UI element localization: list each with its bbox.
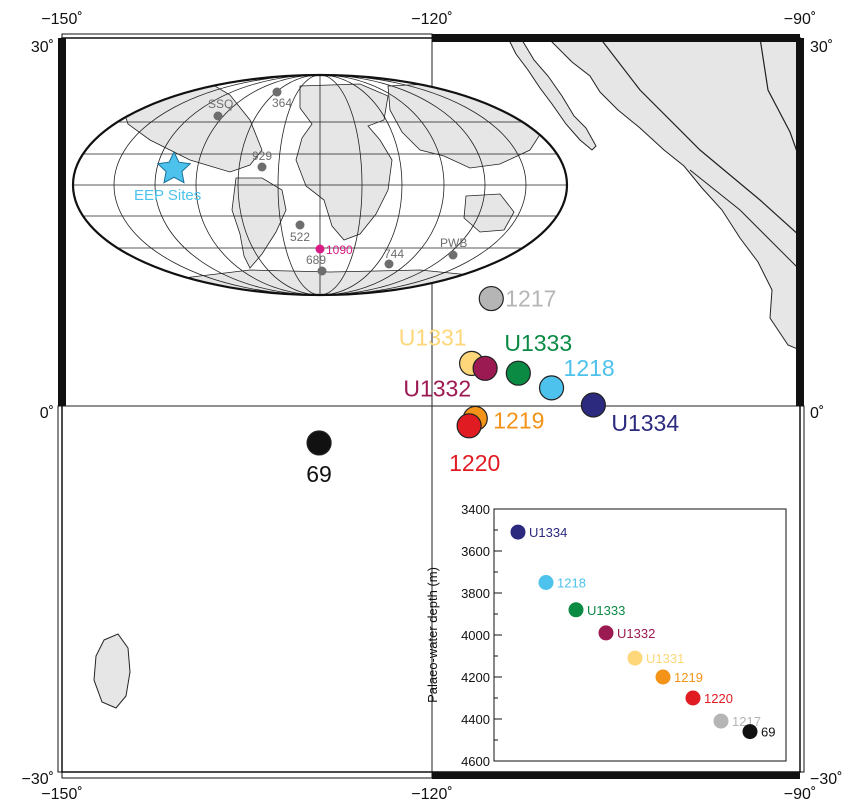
- lon-tick-top: −150˚: [41, 11, 82, 28]
- globe-point-689: [317, 266, 327, 276]
- inset-point-1218: [538, 575, 554, 590]
- inset-label-69: 69: [761, 725, 775, 740]
- inset-label-1220: 1220: [704, 691, 733, 706]
- latitude-ticks-left: 30˚ 0˚ −30˚: [22, 39, 54, 788]
- lon-tick-top: −120˚: [411, 11, 452, 28]
- inset-tick-label: 4000: [461, 628, 490, 643]
- inset-point-1219: [655, 669, 671, 685]
- inset-point-u1331: [627, 650, 643, 666]
- globe-label-364: 364: [272, 96, 292, 110]
- globe-sites: SSQ 364 929 522 1090 689 744 PWB: [208, 87, 467, 276]
- eep-sites-star-icon: [156, 150, 192, 184]
- lat-tick-right: 30˚: [810, 39, 833, 56]
- world-globe-inset: SSQ 364 929 522 1090 689 744 PWB EEP Sit…: [71, 73, 569, 297]
- globe-point-744: [384, 259, 394, 269]
- site-label-1217: 1217: [505, 286, 556, 312]
- inset-label-u1332: U1332: [617, 626, 655, 641]
- inset-y-axis-title: Palaeo-water depth (m): [425, 567, 440, 703]
- lat-tick-left: 0˚: [40, 405, 54, 422]
- lat-tick-left: −30˚: [22, 771, 54, 788]
- latitude-ticks-right: 30˚ 0˚ −30˚: [810, 39, 842, 788]
- south-america-shape: [231, 177, 287, 269]
- baja-california: [507, 38, 597, 151]
- inset-point-1220: [685, 690, 701, 706]
- inset-label-1218: 1218: [557, 576, 586, 591]
- inset-point-u1334: [510, 524, 526, 540]
- site-label-1218: 1218: [564, 355, 615, 381]
- site-label-u1333: U1333: [504, 330, 572, 356]
- site-label-u1331: U1331: [399, 324, 467, 350]
- lat-tick-left: 30˚: [31, 39, 54, 56]
- map-frame: [57, 33, 805, 779]
- inset-tick-label: 4200: [461, 670, 490, 685]
- inset-plot-frame: [493, 508, 787, 762]
- globe-outline: [71, 73, 569, 297]
- island-landmass: [93, 633, 131, 709]
- globe-point-ssq: [213, 111, 223, 121]
- inset-label-1219: 1219: [674, 670, 703, 685]
- lon-tick-bottom: −150˚: [41, 786, 82, 803]
- globe-label-ssq: SSQ: [208, 97, 233, 111]
- site-label-69: 69: [306, 461, 332, 487]
- globe-point-929: [257, 162, 267, 172]
- lon-tick-top: −90˚: [784, 11, 816, 28]
- inset-label-u1333: U1333: [587, 603, 625, 618]
- inset-label-u1334: U1334: [529, 525, 567, 540]
- longitude-ticks-bottom: −150˚ −120˚ −90˚: [41, 786, 816, 803]
- site-marker-u1334: [580, 392, 606, 418]
- inset-tick-label: 4400: [461, 712, 490, 727]
- globe-label-929: 929: [252, 149, 272, 163]
- eep-sites-label: EEP Sites: [134, 187, 201, 204]
- globe-label-689: 689: [306, 253, 326, 267]
- australia-shape: [463, 193, 515, 233]
- lat-tick-right: −30˚: [810, 771, 842, 788]
- site-label-1220: 1220: [449, 450, 500, 476]
- lon-tick-bottom: −90˚: [784, 786, 816, 803]
- inset-point-69: [742, 724, 758, 740]
- globe-point-364: [272, 87, 282, 97]
- globe-label-744: 744: [384, 247, 404, 261]
- globe-point-522: [295, 220, 305, 230]
- site-label-u1334: U1334: [611, 410, 679, 436]
- longitude-ticks-top: −150˚ −120˚ −90˚: [41, 11, 816, 28]
- lat-tick-right: 0˚: [810, 405, 824, 422]
- inset-tick-label: 4600: [461, 754, 490, 769]
- site-marker-u1333: [505, 360, 531, 386]
- mexico-landmass: [547, 38, 800, 351]
- site-marker-1218: [538, 375, 565, 401]
- inset-point-1217: [713, 713, 729, 729]
- site-label-u1332: U1332: [403, 375, 471, 401]
- site-label-1219: 1219: [493, 407, 544, 433]
- site-marker-u1332: [472, 355, 498, 381]
- tectonic-boundary-2: [599, 38, 800, 237]
- globe-point-1090: [315, 244, 325, 254]
- inset-point-u1332: [598, 625, 614, 641]
- depth-inset-chart: Palaeo-water depth (m) 3400 3600 3800 4000 4…: [425, 502, 787, 769]
- inset-tick-label: 3800: [461, 586, 490, 601]
- site-marker-1220: [456, 413, 482, 439]
- landmass-layer: [93, 38, 800, 709]
- inset-tick-label: 3600: [461, 544, 490, 559]
- inset-y-ticks: 3400 3600 3800 4000 4200 4400 4600: [461, 502, 502, 769]
- globe-graticule: [73, 75, 567, 295]
- globe-point-pwb: [448, 250, 458, 260]
- inset-label-u1331: U1331: [646, 651, 684, 666]
- site-marker-69: [306, 430, 332, 456]
- globe-label-pwb: PWB: [440, 236, 467, 250]
- globe-label-1090: 1090: [326, 243, 353, 257]
- tectonic-boundary-3: [689, 169, 800, 271]
- site-marker-1217: [478, 285, 504, 312]
- inset-tick-label: 3400: [461, 502, 490, 517]
- lon-tick-bottom: −120˚: [411, 786, 452, 803]
- tectonic-boundary-1: [759, 38, 800, 161]
- inset-point-u1333: [568, 602, 584, 618]
- globe-label-522: 522: [290, 230, 310, 244]
